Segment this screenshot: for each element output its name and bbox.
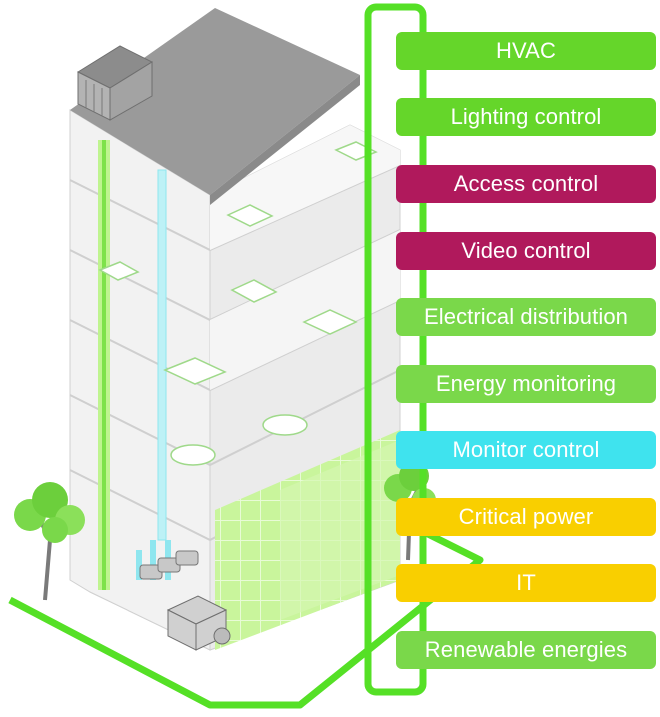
system-pill-hvac[interactable]: HVAC xyxy=(396,32,656,70)
roof xyxy=(70,8,360,195)
ground-network-line xyxy=(8,526,484,709)
interior-wall xyxy=(210,230,400,390)
system-pill-critical-power[interactable]: Critical power xyxy=(396,498,656,536)
system-pill-monitor-control[interactable]: Monitor control xyxy=(396,431,656,469)
green-riser xyxy=(98,140,110,590)
tree-left-icon xyxy=(14,482,85,601)
network-bus-frame xyxy=(364,3,427,696)
roof-edge xyxy=(210,75,360,205)
system-pill-electrical-distribution[interactable]: Electrical distribution xyxy=(396,298,656,336)
system-pill-renewable-energies[interactable]: Renewable energies xyxy=(396,631,656,669)
system-pill-video-control[interactable]: Video control xyxy=(396,232,656,270)
system-pill-lighting-control[interactable]: Lighting control xyxy=(396,98,656,136)
system-pill-access-control[interactable]: Access control xyxy=(396,165,656,203)
pump-equipment-icon xyxy=(139,550,199,580)
rooftop-hvac-unit-icon xyxy=(76,45,154,121)
system-pill-energy-monitoring[interactable]: Energy monitoring xyxy=(396,365,656,403)
generator-icon xyxy=(166,595,231,651)
office-desks xyxy=(98,141,378,466)
system-pill-it[interactable]: IT xyxy=(396,564,656,602)
